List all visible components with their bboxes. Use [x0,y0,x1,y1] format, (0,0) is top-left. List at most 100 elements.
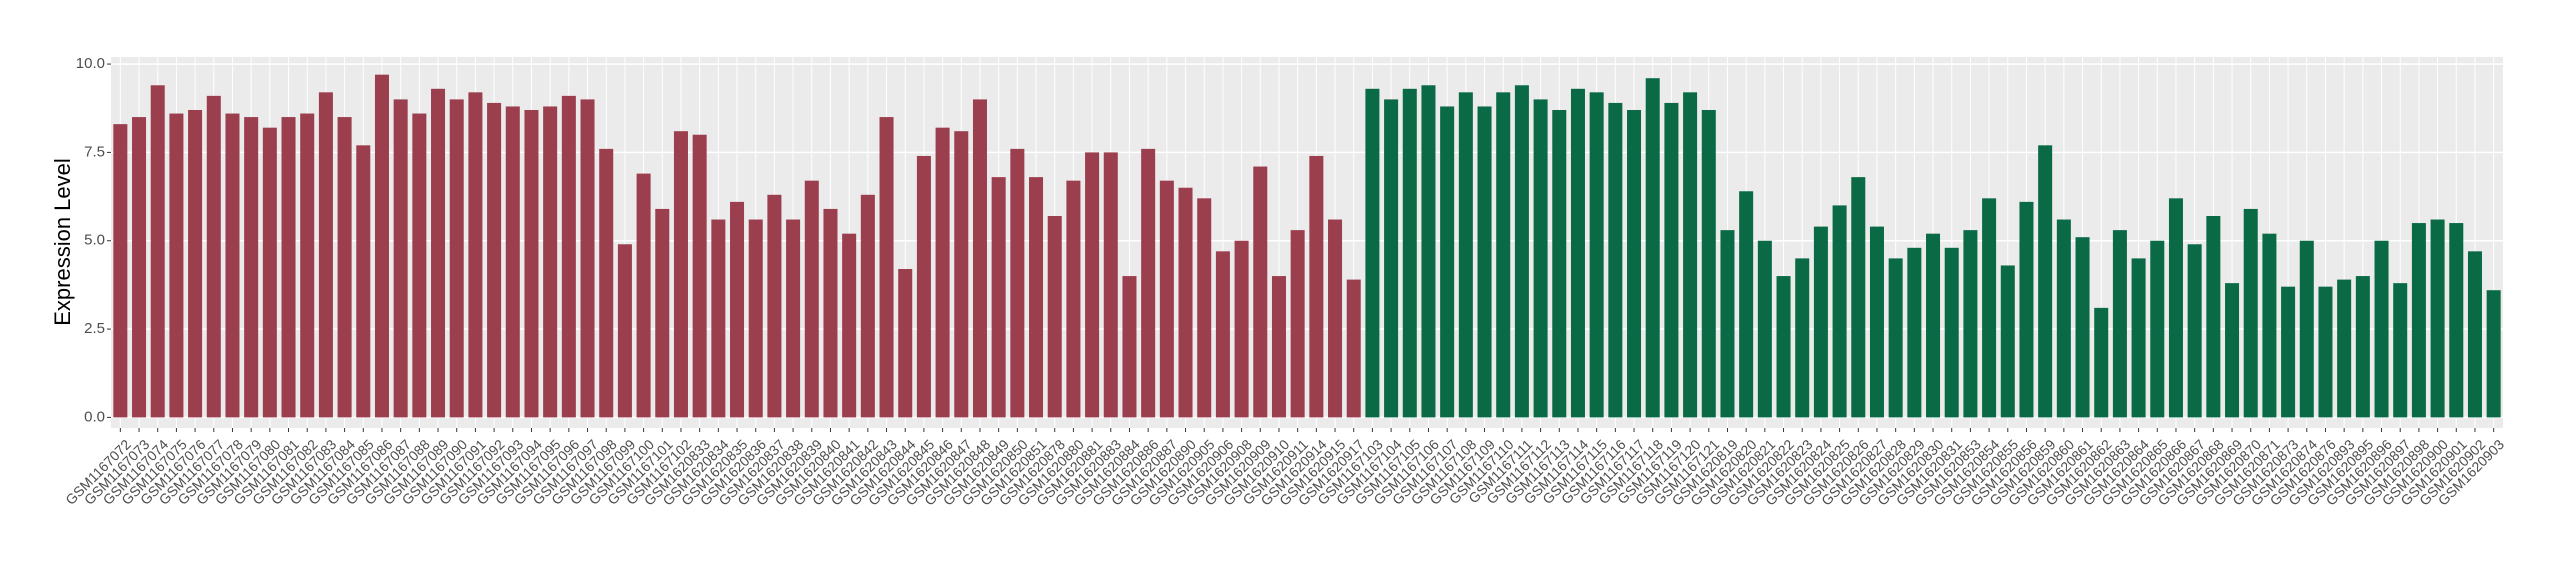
y-axis-title: Expression Level [50,158,75,326]
bar [1346,279,1361,418]
bar [1645,78,1660,418]
bar [1066,180,1081,418]
bar [711,219,726,418]
bar [1963,230,1978,418]
bar [113,124,128,418]
bar [487,102,502,418]
bar [1869,226,1884,418]
bar [337,117,352,418]
y-tick-label: 7.5 [84,143,105,160]
bar [1402,88,1417,418]
bar [262,127,277,418]
bar [692,134,707,418]
bar [842,233,857,418]
bar [673,131,688,418]
bar [300,113,315,418]
bar [318,92,333,418]
bar [1215,251,1230,418]
bar [1047,216,1062,418]
bar [561,95,576,418]
bar [169,113,184,418]
bar [1496,92,1511,418]
bar [1832,205,1847,418]
bar [1701,110,1716,418]
bar [2206,216,2221,418]
bar [1795,258,1810,418]
bar [1122,276,1137,418]
bar [879,117,894,418]
bar [1421,85,1436,418]
bar [1290,230,1305,418]
bar [1589,92,1604,418]
bar [225,113,240,418]
bar [1309,155,1324,418]
bar [468,92,483,418]
bar [132,117,147,418]
bar [823,208,838,418]
bar [1851,177,1866,418]
bar [991,177,1006,418]
bar [2056,219,2071,418]
bar [2187,244,2202,418]
bar [449,99,464,418]
bar [2075,237,2090,418]
bar [1720,230,1735,418]
bar [2486,290,2501,418]
bar [374,74,389,418]
bar [2411,223,2426,418]
bar [1458,92,1473,418]
bar [244,117,259,418]
bar [2225,283,2240,418]
bar [1664,102,1679,418]
bar [1944,247,1959,418]
bar [935,127,950,418]
bar [1627,110,1642,418]
bar [1813,226,1828,418]
bar [655,208,670,418]
bar [1608,102,1623,418]
bar [2094,307,2109,418]
bar [524,110,539,418]
bar [412,113,427,418]
bar [393,99,408,418]
bar [767,194,782,418]
bar [2393,283,2408,418]
bar [1029,177,1044,418]
y-tick-label: 10.0 [76,55,105,72]
bar [2038,145,2053,418]
bar [1234,240,1249,418]
bar [860,194,875,418]
bar [1757,240,1772,418]
bar [1552,110,1567,418]
bar [1477,106,1492,418]
bar [972,99,987,418]
bar [786,219,801,418]
bar [2281,286,2296,418]
bar [1440,106,1455,418]
bar [206,95,221,418]
bar [1926,233,1941,418]
bar [2262,233,2277,418]
bar [281,117,296,418]
bar [1907,247,1922,418]
bar [730,201,745,418]
bar [2467,251,2482,418]
bar [1328,219,1343,418]
bar [1271,276,1286,418]
bar [617,244,632,418]
bar [1888,258,1903,418]
bar [2000,265,2015,418]
bar [2150,240,2165,418]
bar [1253,166,1268,418]
bar [2168,198,2183,418]
bar [2131,258,2146,418]
bar [580,99,595,418]
bar [1010,148,1025,418]
bar [356,145,371,418]
bar [1776,276,1791,418]
bar [1982,198,1997,418]
bar [2449,223,2464,418]
bar [1570,88,1585,418]
